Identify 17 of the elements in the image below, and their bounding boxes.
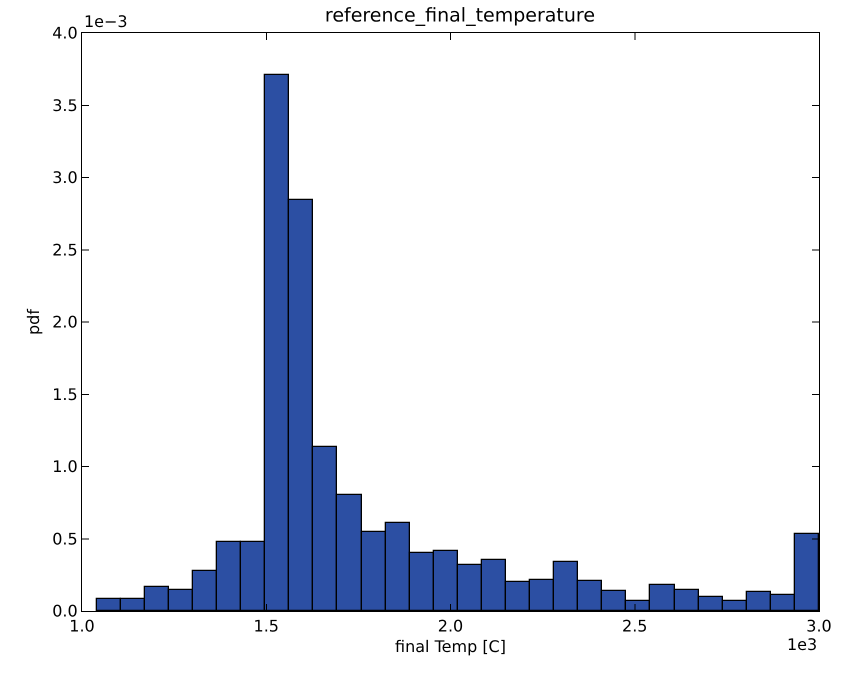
x-axis-title: final Temp [C] [395, 637, 506, 656]
y-tick-label: 2.0 [52, 312, 78, 332]
x-tick-label: 3.0 [806, 616, 832, 636]
text: 1e−3 [84, 12, 128, 31]
y-axis-title: pdf [24, 308, 44, 335]
x-tick-label: 2.0 [438, 616, 464, 636]
y-tick-label: 3.0 [52, 168, 78, 188]
y-tick-label: 1.5 [52, 384, 78, 404]
y-tick-label: 0.5 [52, 529, 78, 548]
x-tick-label: 2.5 [622, 616, 648, 636]
y-tick-label: 3.5 [52, 96, 78, 115]
y-tick-label: 2.5 [52, 240, 78, 260]
chart-title: reference_final_temperature [324, 4, 596, 26]
text: 1e3 [787, 635, 818, 654]
y-tick-label: 4.0 [52, 24, 78, 43]
y-tick-label: 1.0 [52, 457, 78, 476]
x-tick-label: 1.5 [254, 616, 279, 636]
